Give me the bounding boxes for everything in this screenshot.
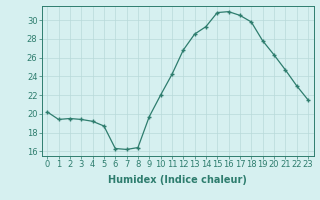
X-axis label: Humidex (Indice chaleur): Humidex (Indice chaleur) bbox=[108, 175, 247, 185]
